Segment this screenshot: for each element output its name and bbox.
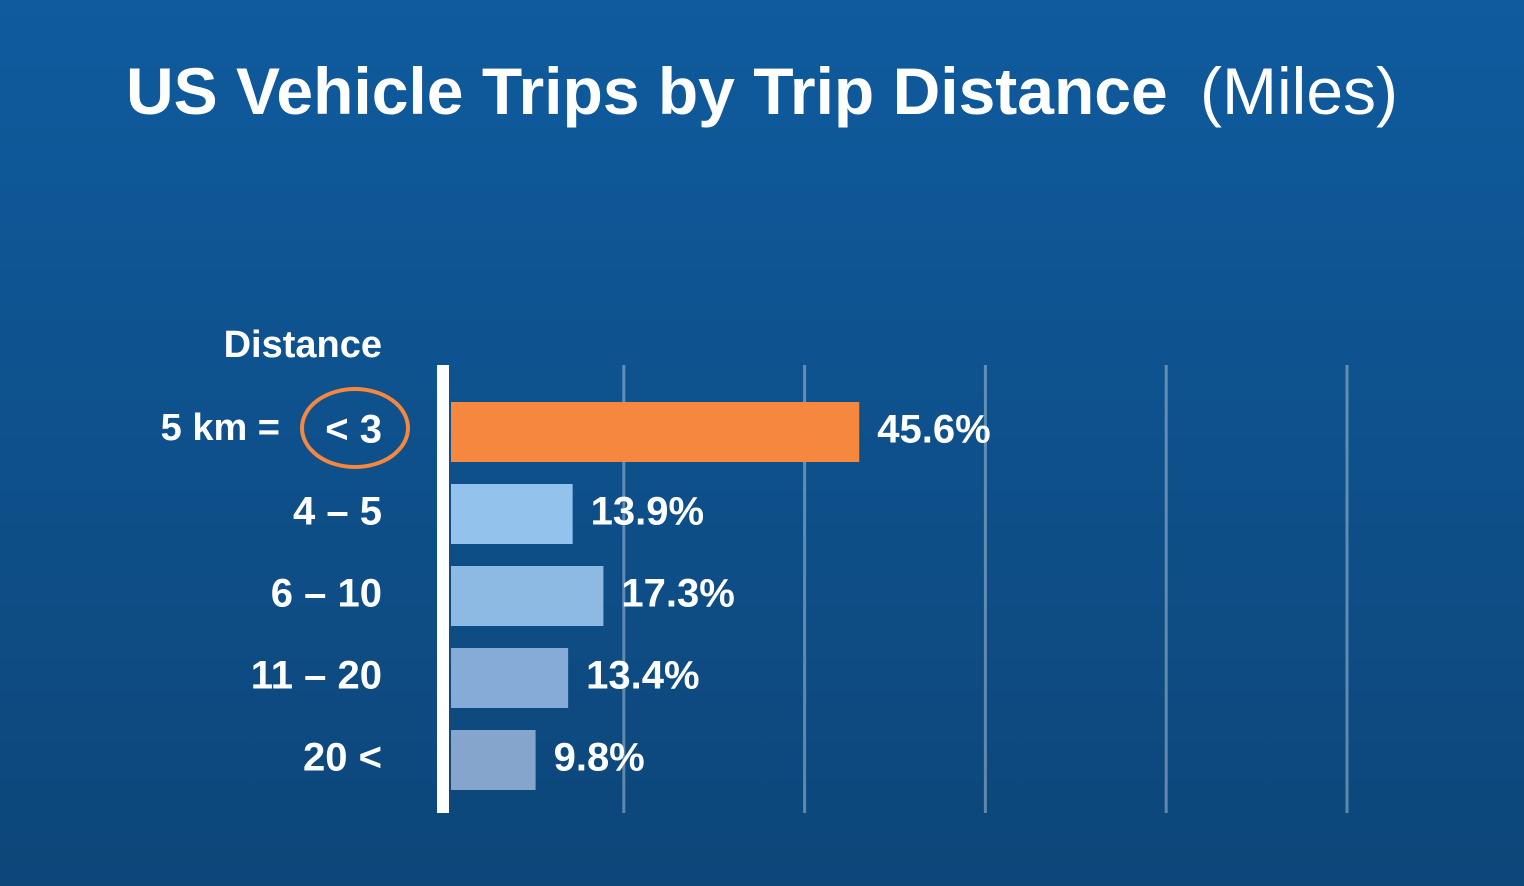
y-axis-label: Distance xyxy=(224,324,382,366)
chart-title-unit: (Miles) xyxy=(1200,54,1398,128)
baseline xyxy=(437,365,449,813)
y-tick-label: 6 – 10 xyxy=(271,572,382,616)
bar xyxy=(451,730,536,790)
value-label: 45.6% xyxy=(877,408,990,452)
y-tick-label: 4 – 5 xyxy=(293,490,382,534)
y-tick-label: 20 < xyxy=(303,736,382,780)
bar xyxy=(451,484,573,544)
chart-title: US Vehicle Trips by Trip Distance xyxy=(126,54,1168,128)
value-label: 9.8% xyxy=(554,736,645,780)
bar xyxy=(451,648,569,708)
value-label: 13.9% xyxy=(591,490,704,534)
y-tick-label: < 3 xyxy=(325,408,382,452)
bar xyxy=(451,402,860,462)
annotation: 5 km = xyxy=(161,407,280,449)
highlight-ring xyxy=(300,387,410,469)
value-label: 13.4% xyxy=(586,654,699,698)
y-tick-label: 11 – 20 xyxy=(251,654,382,698)
chart-title-group: US Vehicle Trips by Trip Distance (Miles… xyxy=(126,54,1398,128)
value-label: 17.3% xyxy=(621,572,734,616)
bar xyxy=(451,566,604,626)
